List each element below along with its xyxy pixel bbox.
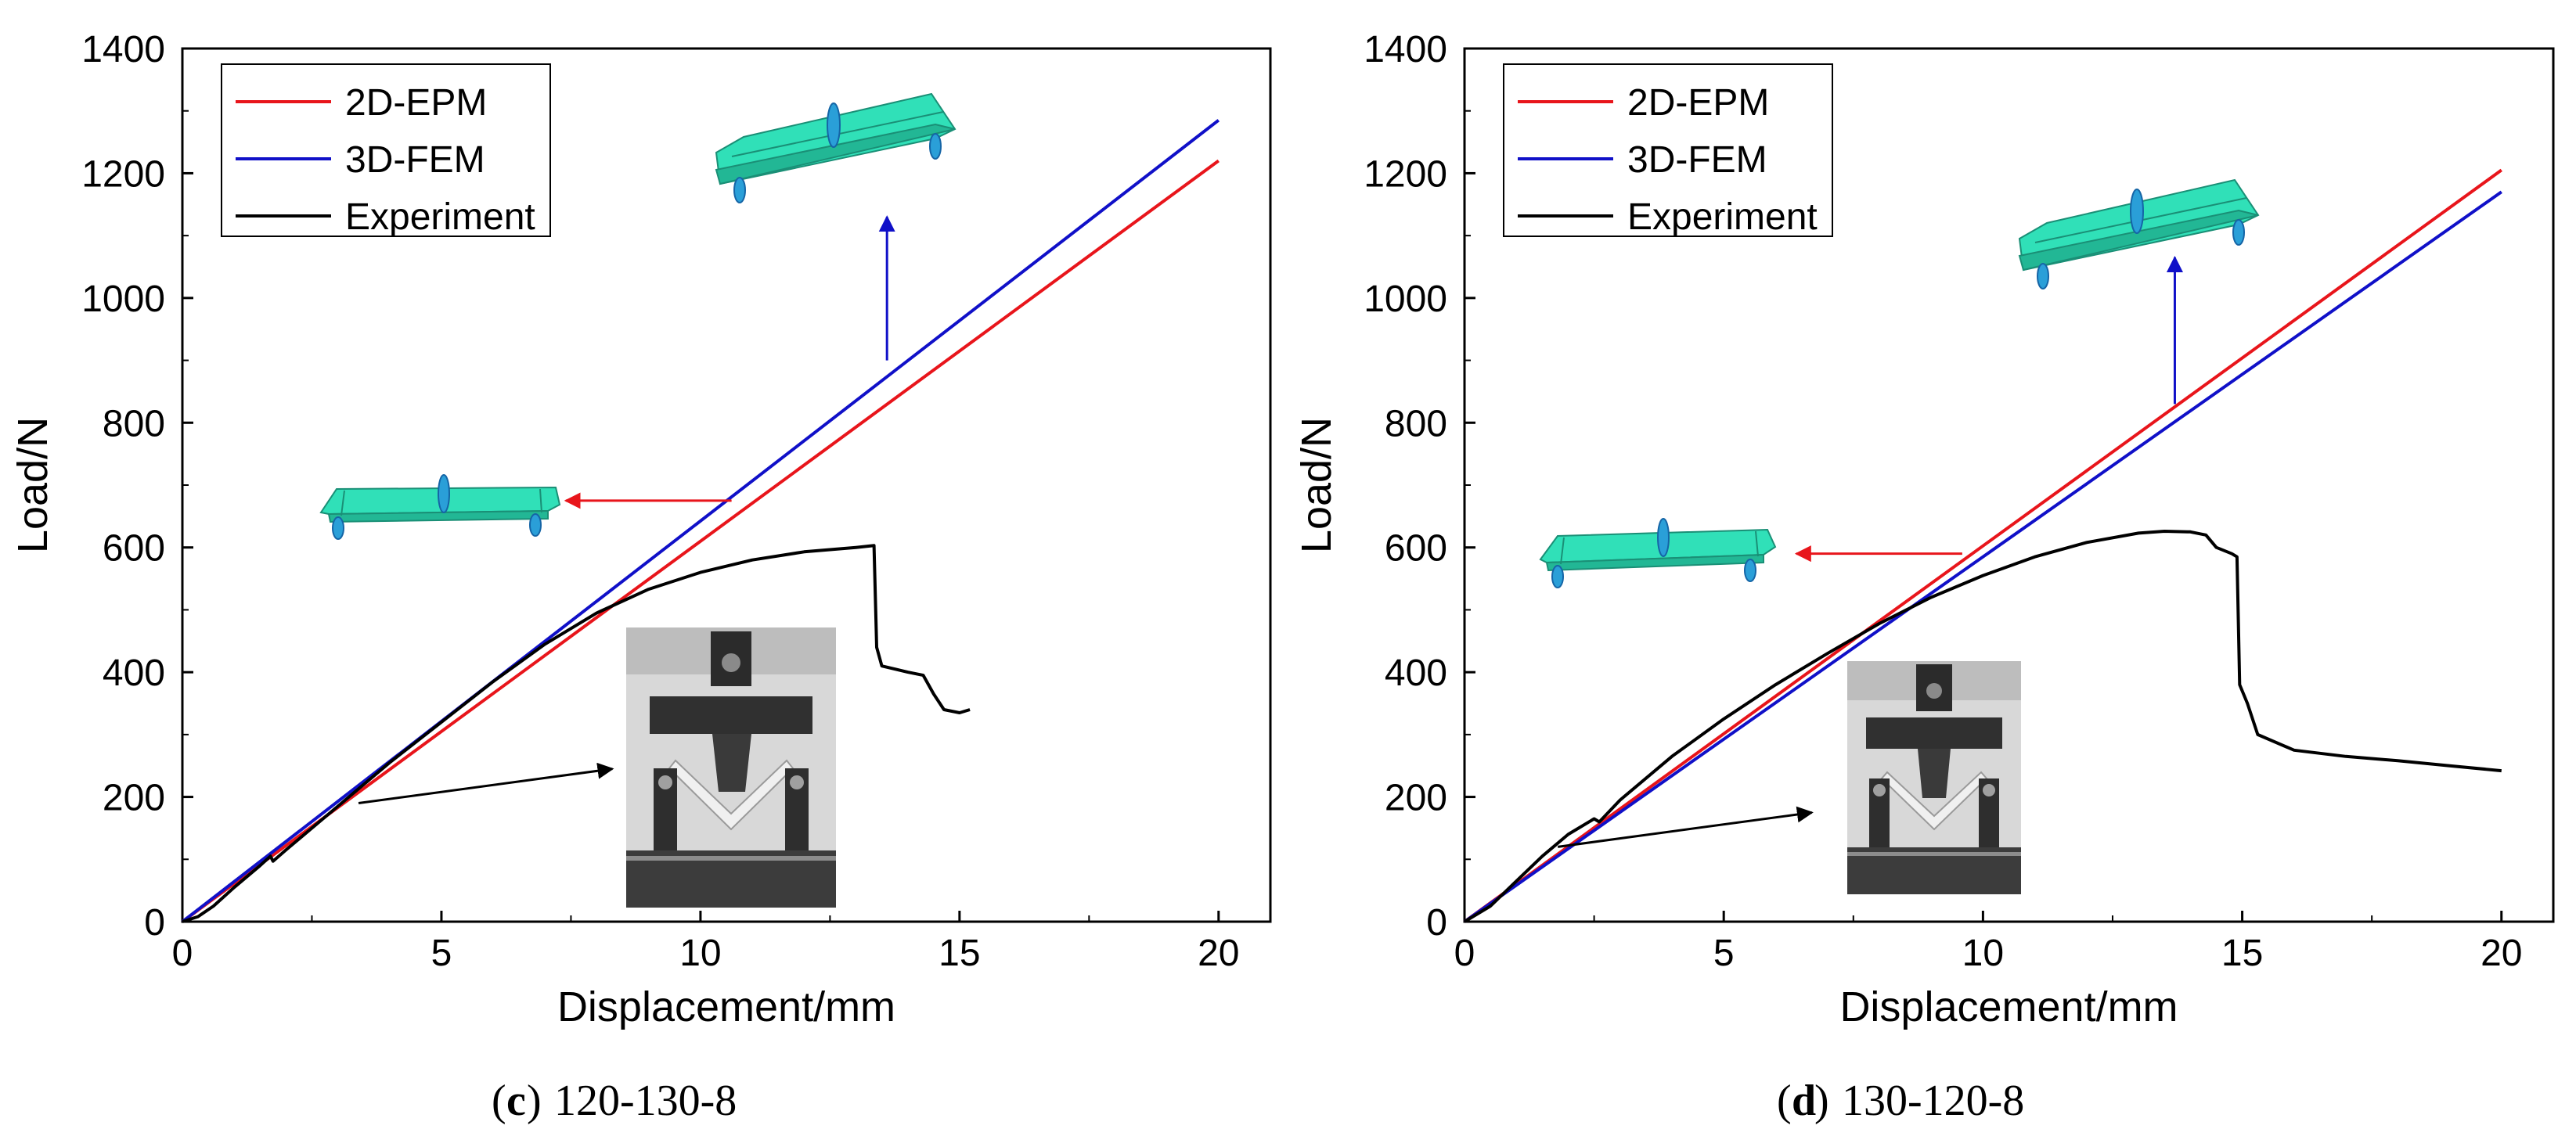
- x-tick-label: 15: [2221, 933, 2263, 974]
- caption-close-paren: ): [527, 1077, 542, 1125]
- x-axis-title: Displacement/mm: [557, 983, 895, 1030]
- y-tick-label: 600: [103, 528, 165, 570]
- caption-open-paren: (: [1777, 1077, 1792, 1125]
- panel-c: 0 5 10 15 200200400600800100012001400Displac…: [9, 29, 1272, 1030]
- x-tick-label: 20: [1198, 933, 1239, 974]
- series-line-experiment: [182, 544, 971, 923]
- y-tick-label: 200: [1385, 778, 1447, 819]
- legend-label: 2D-EPM: [1627, 82, 1769, 124]
- legend-label: 3D-FEM: [1627, 139, 1767, 181]
- test-rig-photo: [626, 627, 836, 908]
- beam-model-small-illustration: [1539, 518, 1777, 588]
- x-tick-label: 0: [1454, 933, 1475, 974]
- legend-label: 2D-EPM: [345, 82, 487, 124]
- legend-box: [1503, 63, 1833, 237]
- x-tick-label: 5: [431, 933, 452, 974]
- y-tick-label: 1000: [1364, 279, 1447, 320]
- y-tick-label: 600: [1385, 528, 1447, 570]
- caption-letter: d: [1792, 1077, 1816, 1125]
- plot-area: 0 5 10 15 200200400600800100012001400Displac…: [1293, 29, 2555, 1030]
- caption-open-paren: (: [492, 1077, 506, 1125]
- caption-letter: c: [506, 1077, 526, 1125]
- legend-label: Experiment: [1627, 196, 1818, 238]
- plot-area: 0 5 10 15 200200400600800100012001400Displac…: [9, 29, 1272, 1030]
- y-tick-label: 400: [1385, 653, 1447, 694]
- y-tick-label: 800: [1385, 403, 1447, 444]
- annotation-arrow: [358, 762, 614, 805]
- caption-d: ( d ) 130-120-8: [1777, 1077, 2024, 1125]
- beam-model-small-illustration: [319, 474, 561, 540]
- legend: 2D-EPM 3D-FEM Experiment: [1503, 63, 1833, 238]
- y-tick-label: 1400: [81, 29, 165, 70]
- y-tick-label: 800: [103, 403, 165, 444]
- series-line-2d-epm: [181, 159, 1220, 923]
- y-tick-label: 1000: [81, 279, 165, 320]
- x-tick-label: 5: [1713, 933, 1735, 974]
- x-tick-label: 20: [2481, 933, 2522, 974]
- caption-c: ( c ) 120-130-8: [492, 1077, 737, 1125]
- x-tick-label: 0: [172, 933, 193, 974]
- x-tick-label: 10: [1962, 933, 2004, 974]
- x-tick-label: 10: [679, 933, 721, 974]
- y-tick-label: 1200: [1364, 153, 1447, 195]
- legend-box: [221, 63, 551, 237]
- series-line-2d-epm: [1463, 168, 2502, 923]
- series-line-3d-fem: [181, 119, 1220, 923]
- legend: 2D-EPM 3D-FEM Experiment: [221, 63, 551, 238]
- caption-label: 120-130-8: [554, 1077, 737, 1125]
- y-tick-label: 200: [103, 778, 165, 819]
- beam-model-large-illustration: [2018, 178, 2260, 289]
- y-tick-label: 1400: [1364, 29, 1447, 70]
- y-axis-title: Load/N: [9, 417, 56, 553]
- y-axis-title: Load/N: [1293, 417, 1340, 553]
- x-tick-label: 15: [939, 933, 980, 974]
- caption-close-paren: ): [1814, 1077, 1829, 1125]
- legend-label: Experiment: [345, 196, 535, 238]
- y-tick-label: 1200: [81, 153, 165, 195]
- series-line-experiment: [1463, 530, 2502, 923]
- annotation-arrow: [1558, 806, 1814, 848]
- caption-label: 130-120-8: [1842, 1077, 2024, 1125]
- y-tick-label: 0: [1426, 902, 1447, 944]
- y-tick-label: 400: [103, 653, 165, 694]
- beam-model-large-illustration: [715, 92, 957, 203]
- series-line-3d-fem: [1463, 190, 2502, 923]
- legend-label: 3D-FEM: [345, 139, 485, 181]
- y-tick-label: 0: [144, 902, 165, 944]
- panel-d: 0 5 10 15 200200400600800100012001400Displac…: [1293, 29, 2555, 1030]
- x-axis-title: Displacement/mm: [1839, 983, 2178, 1030]
- test-rig-photo: [1847, 661, 2021, 894]
